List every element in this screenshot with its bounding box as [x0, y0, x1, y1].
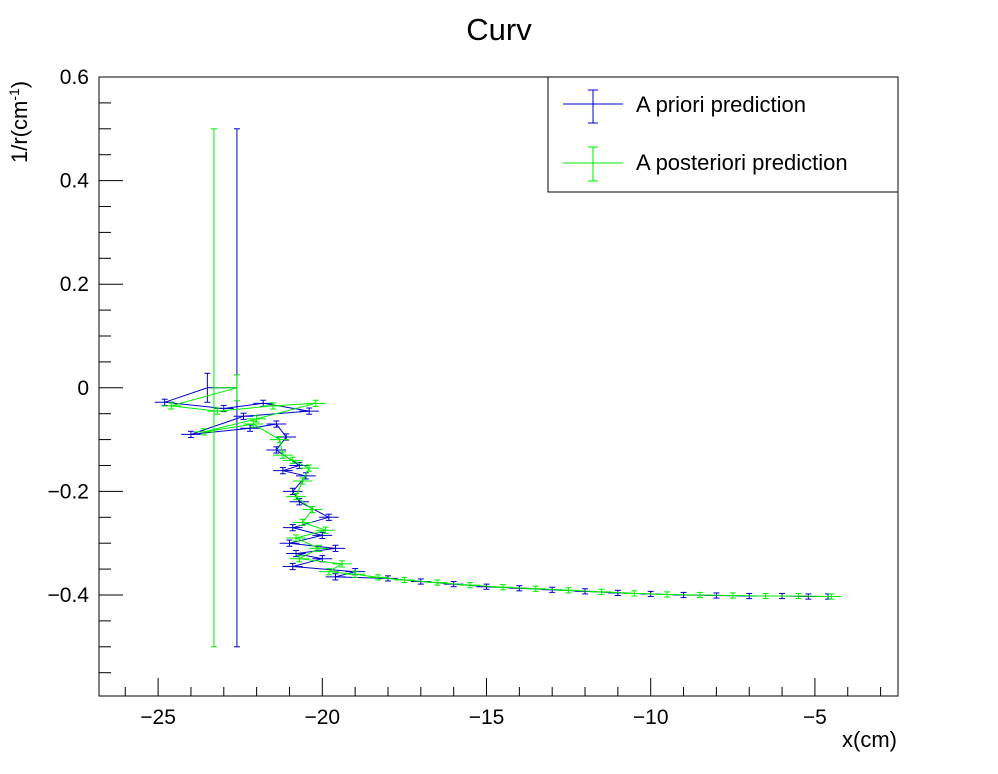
y-tick-label: 0	[77, 377, 89, 400]
data-point	[325, 573, 346, 581]
y-tick-label: 0.4	[60, 170, 90, 193]
y-axis-label-suffix: )	[7, 81, 32, 88]
data-point	[312, 531, 333, 540]
data-point	[332, 560, 352, 568]
data-point	[722, 592, 743, 599]
data-point	[286, 534, 306, 542]
data-point	[299, 464, 320, 472]
y-tick-label: 0.6	[60, 66, 89, 89]
data-point	[246, 415, 267, 423]
data-point	[755, 592, 776, 600]
data-point	[394, 576, 415, 584]
x-tick-label: −15	[469, 706, 505, 729]
data-point	[305, 399, 326, 407]
data-point	[624, 590, 645, 597]
data-point	[207, 407, 228, 415]
chart-title: Curv	[466, 12, 532, 47]
data-point	[302, 505, 323, 514]
data-point	[292, 477, 313, 485]
x-tick-label: −5	[803, 706, 827, 729]
data-point	[233, 374, 240, 402]
data-point	[161, 402, 182, 410]
data-point	[210, 128, 217, 648]
data-point	[558, 587, 579, 594]
data-point	[315, 526, 336, 534]
legend-entry-a-posteriori: A posteriori prediction	[563, 146, 848, 182]
data-point	[690, 591, 710, 599]
data-point	[525, 585, 546, 592]
data-point	[266, 446, 287, 454]
data-point	[319, 568, 339, 576]
data-point	[282, 456, 303, 464]
legend-box	[547, 76, 899, 193]
data-point	[309, 544, 329, 552]
series-a-posteriori	[161, 128, 842, 648]
y-axis-label-base: 1/r(cm	[7, 101, 32, 163]
data-point	[286, 549, 306, 558]
data-point	[319, 513, 339, 521]
data-point	[269, 435, 290, 444]
data-point	[427, 579, 448, 586]
y-tick-label: −0.2	[48, 480, 89, 503]
data-point	[292, 518, 313, 527]
axes-group: −25 −20 −15 −10 −5 −0.4 −0.2 0 0.2 0.4 0.6	[48, 66, 899, 729]
y-tick-label: −0.4	[48, 584, 90, 607]
x-tick-label: −25	[140, 706, 176, 729]
y-axis-ticks: −0.4 −0.2 0 0.2 0.4 0.6	[48, 66, 123, 674]
data-point	[266, 420, 287, 428]
data-point	[273, 467, 293, 475]
y-axis-label-exponent: -1	[6, 88, 22, 101]
legend-label-a-posteriori: A posteriori prediction	[636, 150, 848, 175]
data-point	[286, 492, 306, 501]
legend-entry-a-priori: A priori prediction	[563, 89, 806, 124]
data-point	[233, 412, 254, 420]
data-point	[154, 398, 175, 406]
x-tick-label: −10	[633, 706, 669, 729]
x-axis-ticks: −25 −20 −15 −10 −5	[124, 678, 882, 729]
data-point	[657, 591, 677, 598]
data-point	[263, 402, 283, 410]
plot-area	[154, 128, 842, 648]
data-point	[460, 582, 480, 589]
data-point	[282, 487, 303, 496]
data-point	[282, 524, 303, 532]
data-point	[368, 574, 388, 581]
data-point	[788, 592, 809, 600]
data-point	[345, 570, 365, 578]
data-point	[243, 420, 264, 428]
legend: A priori prediction A posteriori predict…	[547, 76, 899, 193]
data-point	[299, 407, 320, 415]
data-point	[493, 584, 513, 591]
x-tick-label: −20	[304, 706, 340, 729]
y-tick-label: 0.2	[60, 273, 89, 296]
data-point	[821, 593, 842, 600]
data-point	[591, 588, 612, 595]
data-point	[204, 372, 211, 403]
data-point	[282, 562, 303, 571]
data-point	[181, 430, 201, 439]
data-point	[279, 539, 300, 547]
legend-label-a-priori: A priori prediction	[636, 92, 806, 117]
data-point	[273, 451, 293, 459]
plot-frame	[98, 76, 899, 697]
x-axis-label: x(cm)	[842, 727, 897, 752]
y-axis-label: 1/r(cm-1)	[6, 81, 32, 163]
data-point	[194, 428, 214, 436]
data-point	[289, 555, 310, 563]
